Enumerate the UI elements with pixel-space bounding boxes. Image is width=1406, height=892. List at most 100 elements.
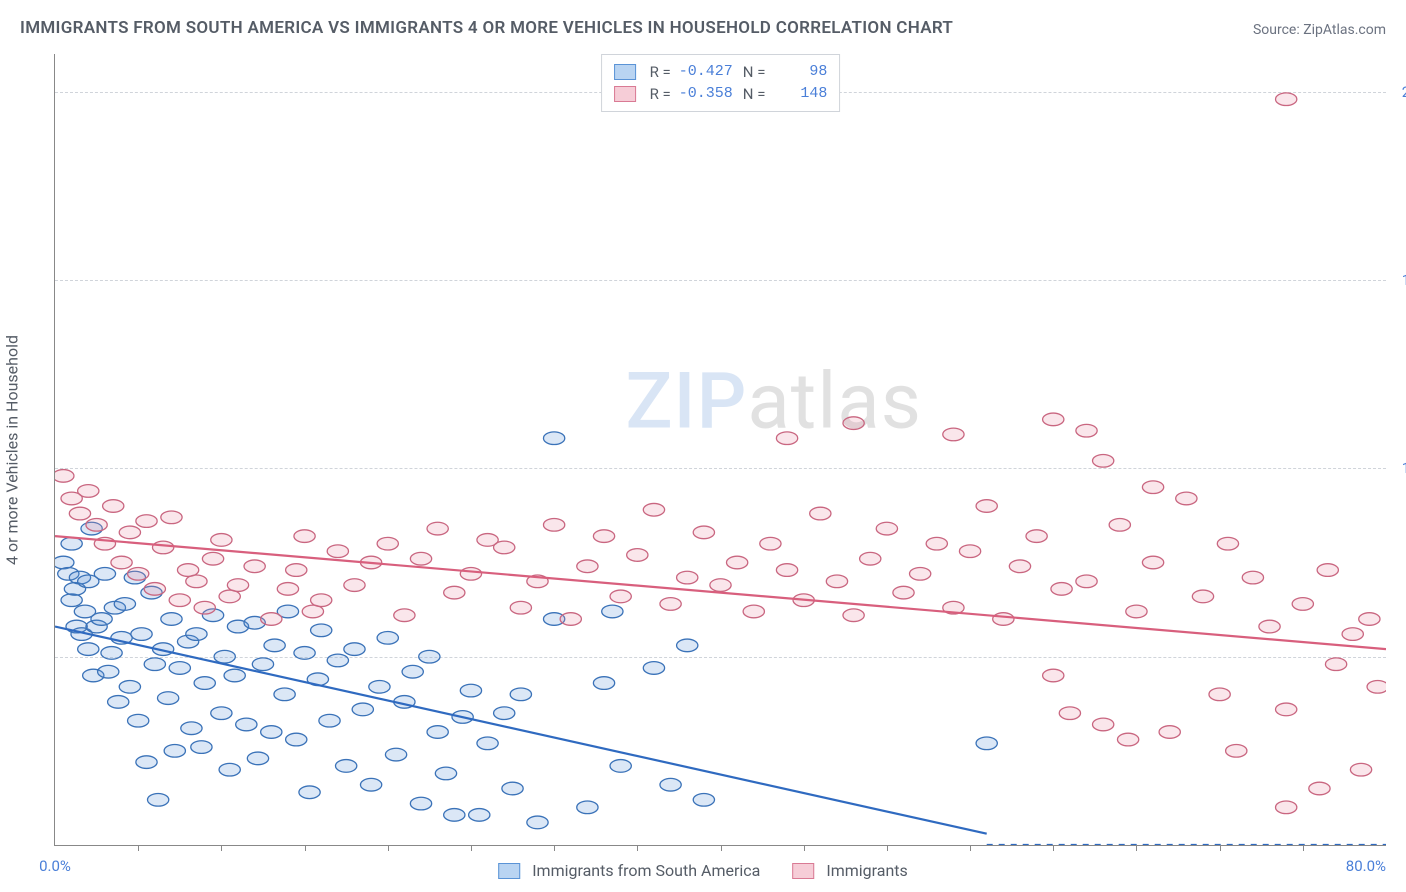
data-point [1109,519,1130,532]
data-point [360,778,381,791]
x-tick [138,845,139,851]
x-tick [388,845,389,851]
data-point [543,519,564,532]
data-point [1117,733,1138,746]
data-point [61,594,82,607]
r-value: -0.358 [677,83,733,105]
data-point [274,688,295,701]
data-point [1176,492,1197,505]
data-point [169,662,190,675]
data-point [119,680,140,693]
data-point [527,816,548,829]
data-point [976,500,997,513]
n-label: N = [743,61,766,83]
data-point [108,696,129,709]
x-tick [305,845,306,851]
data-point [119,526,140,539]
r-label: R = [650,83,671,105]
n-label: N = [743,83,766,105]
data-point [1309,782,1330,795]
data-point [131,628,152,641]
data-point [1009,560,1030,573]
series-legend-item: Immigrants from South America [498,861,760,880]
data-point [286,564,307,577]
data-point [435,767,456,780]
data-point [1276,93,1297,106]
data-point [236,718,257,731]
data-point [299,786,320,799]
x-tick [804,845,805,851]
data-point [1076,575,1097,588]
data-point [336,760,357,773]
trend-line [55,536,1386,649]
x-tick [1136,845,1137,851]
data-point [214,650,235,663]
x-tick [221,845,222,851]
data-point [910,567,931,580]
data-point [247,752,268,765]
data-point [144,658,165,671]
data-point [776,432,797,445]
data-point [469,809,490,822]
y-tick-label: 20.0% [1394,83,1406,101]
data-point [577,801,598,814]
data-point [1043,413,1064,426]
data-point [369,680,390,693]
data-point [1192,590,1213,603]
y-tick-label: 15.0% [1394,271,1406,289]
data-point [444,586,465,599]
data-point [181,722,202,735]
data-point [460,684,481,697]
data-point [219,763,240,776]
y-tick-label: 5.0% [1394,648,1406,666]
data-point [128,714,149,727]
data-point [286,733,307,746]
data-point [101,647,122,660]
chart-title: IMMIGRANTS FROM SOUTH AMERICA VS IMMIGRA… [20,18,953,38]
data-point [993,613,1014,626]
data-point [1126,605,1147,618]
data-point [194,601,215,614]
data-point [743,605,764,618]
data-point [1051,583,1072,596]
data-point [191,741,212,754]
data-point [510,601,531,614]
data-point [893,586,914,599]
data-point [277,583,298,596]
data-point [1209,688,1230,701]
data-point [78,643,99,656]
data-point [410,797,431,810]
x-tick [887,845,888,851]
scatter-plot-svg [55,54,1386,845]
data-point [860,552,881,565]
data-point [1359,613,1380,626]
data-point [385,748,406,761]
data-point [1093,454,1114,467]
y-axis-title: 4 or more Vehicles in Household [3,335,22,565]
data-point [94,567,115,580]
data-point [660,598,681,611]
data-point [693,793,714,806]
data-point [643,503,664,516]
data-point [502,782,523,795]
x-tick [1053,845,1054,851]
legend-swatch [614,86,636,102]
data-point [926,537,947,550]
source-link[interactable]: ZipAtlas.com [1303,22,1386,38]
data-point [1276,801,1297,814]
data-point [1059,707,1080,720]
data-point [593,530,614,543]
data-point [319,714,340,727]
data-point [610,590,631,603]
data-point [560,613,581,626]
data-point [294,530,315,543]
data-point [111,556,132,569]
data-point [410,552,431,565]
r-value: -0.427 [677,61,733,83]
plot-area: ZIPatlas R =-0.427N =98R =-0.358N =148 5… [54,54,1386,846]
data-point [1367,680,1386,693]
data-point [843,609,864,622]
data-point [202,552,223,565]
data-point [377,537,398,550]
x-tick [471,845,472,851]
